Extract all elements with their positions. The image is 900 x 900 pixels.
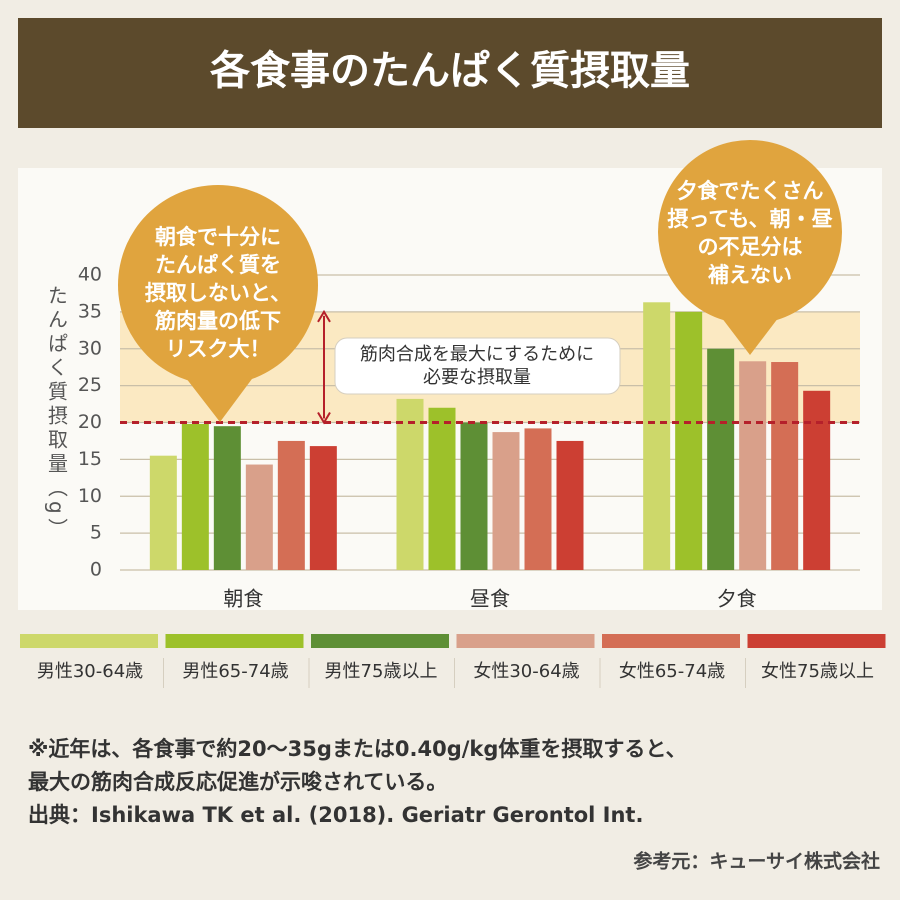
callout-bubble (658, 140, 842, 324)
bar (675, 311, 703, 570)
y-tick-label: 10 (78, 485, 102, 507)
callout-text: 摂取しないと、 (145, 281, 291, 305)
footnote: 出典：Ishikawa TK et al. (2018). Geriatr Ge… (28, 803, 643, 827)
x-tick-label: 朝食 (223, 587, 263, 611)
bar (396, 398, 424, 570)
range-label: 筋肉合成を最大にするために (360, 344, 594, 365)
y-tick-label: 0 (90, 559, 102, 581)
legend-label: 男性30-64歳 (37, 661, 143, 682)
callout-text: 補えない (707, 263, 792, 287)
bar (643, 302, 671, 570)
bar (771, 362, 799, 570)
callout-bubble (118, 185, 318, 385)
footnote: ※近年は、各食事で約20〜35gまたは0.40g/kg体重を摂取すると、 (28, 737, 687, 761)
footnote: 最大の筋肉合成反応促進が示唆されている。 (28, 770, 447, 794)
legend-label: 女性75歳以上 (761, 661, 874, 682)
y-tick-label: 35 (78, 300, 102, 322)
bar (309, 446, 337, 570)
callout-text: たんぱく質を (155, 253, 281, 277)
x-tick-label: 昼食 (470, 587, 510, 611)
legend-label: 女性65-74歳 (619, 661, 725, 682)
bar (181, 423, 209, 570)
callout-text: 摂っても、朝・昼 (667, 207, 832, 231)
arrow-head (317, 309, 331, 323)
title-bar (18, 18, 882, 128)
legend-swatch (165, 634, 304, 648)
callout-text: 夕食でたくさん (677, 179, 824, 203)
bar (492, 432, 520, 570)
y-tick-label: 20 (78, 411, 102, 433)
bar (739, 361, 767, 570)
callout-text: 筋肉量の低下 (154, 309, 281, 333)
legend-label: 男性75歳以上 (325, 661, 438, 682)
y-tick-label: 5 (90, 522, 102, 544)
legend-swatch (747, 634, 886, 648)
legend-swatch (311, 634, 449, 648)
title: 各食事のたんぱく質摂取量 (210, 48, 690, 94)
bar (524, 428, 552, 570)
bar (213, 426, 241, 570)
legend-swatch (456, 634, 595, 648)
x-tick-label: 夕食 (717, 587, 757, 611)
callout-text: リスク大！ (166, 337, 271, 361)
y-tick-label: 30 (78, 337, 102, 359)
credit: 参考元：キューサイ株式会社 (633, 850, 880, 873)
bar (556, 440, 584, 570)
range-label: 必要な摂取量 (423, 367, 531, 388)
legend-label: 女性30-64歳 (473, 661, 579, 682)
y-tick-label: 25 (78, 374, 102, 396)
range-label-box (334, 337, 621, 395)
y-tick-label: 15 (78, 448, 102, 470)
bar (277, 440, 305, 570)
bar (460, 422, 488, 570)
bar (245, 464, 273, 570)
legend-label: 男性65-74歳 (182, 661, 288, 682)
bar (803, 390, 831, 570)
y-axis-label: たんぱく質摂取量（g） (45, 285, 69, 542)
bar (149, 455, 177, 570)
callout-text: の不足分は (698, 235, 803, 259)
legend-swatch (20, 634, 158, 648)
arrow-head (317, 411, 331, 425)
y-tick-label: 40 (78, 264, 102, 286)
callout-text: 朝食で十分に (155, 225, 281, 249)
legend-swatch (602, 634, 740, 648)
bar (428, 407, 456, 570)
bar (707, 348, 735, 570)
